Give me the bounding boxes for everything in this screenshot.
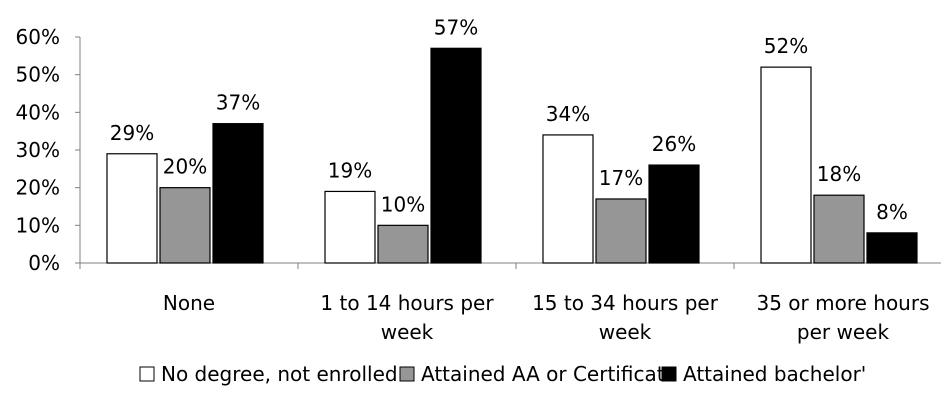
bar [595,198,647,264]
category-label: per week [797,320,890,344]
y-tick-label: 20% [16,176,60,200]
chart-axes: 0% 10% 20% 30% 40% 50% 60% [16,25,941,275]
data-label: 20% [163,155,207,179]
chart-category-labels: None 1 to 14 hours per week 15 to 34 hours … [163,291,930,344]
category-label: 15 to 34 hours per [532,291,719,315]
bar [542,134,594,264]
bar [106,153,158,264]
data-label: 29% [110,121,154,145]
y-tick-label: 60% [16,25,60,49]
y-tick-label: 30% [16,138,60,162]
y-tick-label: 40% [16,100,60,124]
bar [159,187,211,264]
category-label: 35 or more hours [756,291,929,315]
bar [212,123,264,264]
bar [430,47,482,264]
category-label: 1 to 14 hours per [320,291,494,315]
y-tick-label: 50% [16,63,60,87]
data-label: 52% [764,34,808,58]
category-label: week [381,320,434,344]
data-label: 8% [876,200,908,224]
chart-bars [106,47,918,264]
bar [760,66,812,264]
category-label: None [163,291,215,315]
data-label: 26% [652,132,696,156]
legend-label: Attained bachelor' [683,362,866,386]
legend-swatch [661,366,677,382]
y-tick-label: 0% [28,251,60,275]
legend-swatch [139,366,155,382]
legend-swatch [399,366,415,382]
chart-legend: No degree, not enrolled Attained AA or Ce… [139,362,866,386]
data-label: 57% [434,15,478,39]
chart-data-labels: 29% 20% 37% 19% 10% 57% 34% 17% 26% 52% 18% 8% [110,15,908,224]
legend-label: No degree, not enrolled [161,362,398,386]
y-tick-label: 10% [16,213,60,237]
legend-label: Attained AA or Certificate [421,362,677,386]
bar [324,190,376,264]
bar [377,224,429,264]
data-label: 37% [216,91,260,115]
bar [648,164,700,264]
data-label: 18% [817,162,861,186]
data-label: 19% [328,158,372,182]
category-label: week [599,320,652,344]
bar [813,194,865,264]
bar [866,232,918,264]
data-label: 17% [599,166,643,190]
data-label: 10% [381,192,425,216]
data-label: 34% [546,102,590,126]
